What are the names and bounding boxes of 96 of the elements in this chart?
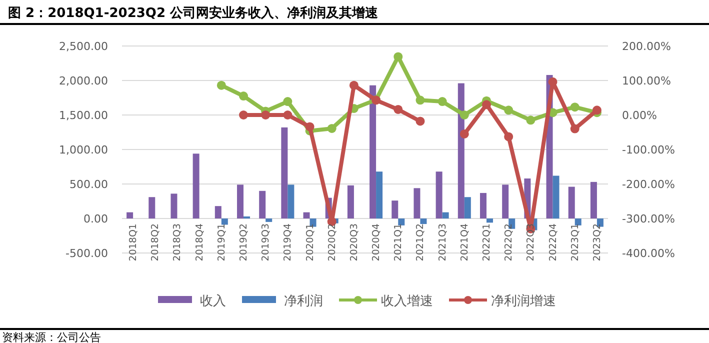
point — [283, 97, 292, 106]
x-tick-label: 2018Q3 — [172, 224, 184, 262]
bar — [266, 218, 272, 222]
bar — [436, 172, 442, 218]
bar — [281, 127, 288, 218]
bar — [442, 212, 449, 218]
bar — [590, 182, 597, 218]
x-tick-label: 2020Q2 — [326, 224, 338, 262]
bar — [376, 172, 383, 218]
bar — [370, 85, 376, 218]
y2-tick-label: -400.00% — [622, 247, 675, 260]
x-tick-label: 2023Q1 — [570, 224, 581, 262]
x-tick-label: 2018Q1 — [128, 224, 140, 262]
point — [216, 80, 226, 90]
x-tick-label: 2021Q2 — [415, 224, 426, 262]
y-tick-label: 0.00 — [84, 212, 108, 226]
point — [349, 80, 358, 90]
bar — [126, 212, 134, 218]
bar — [237, 184, 244, 218]
x-tick-label: 2022Q1 — [482, 224, 492, 262]
bar — [502, 184, 509, 218]
x-tick-label: 2022Q2 — [504, 224, 515, 262]
point — [394, 104, 403, 114]
x-tick-label: 2020Q4 — [371, 224, 382, 262]
chart-title: 图 2：2018Q1-2023Q2 公司网安业务收入、净利润及其增速 — [8, 5, 380, 21]
point — [460, 129, 469, 138]
x-tick-label: 2022Q4 — [548, 224, 559, 262]
point — [416, 96, 425, 105]
point — [261, 110, 270, 120]
y-tick-label: 1,000.00 — [59, 144, 108, 156]
x-tick-label: 2018Q2 — [150, 224, 162, 262]
bar — [574, 218, 582, 226]
x-tick-label: 2019Q2 — [238, 224, 250, 262]
point — [460, 110, 469, 120]
bar — [398, 218, 405, 226]
y2-tick-label: 100.00% — [622, 74, 671, 88]
point — [239, 110, 248, 120]
point — [570, 102, 580, 112]
y-tick-label: -500.00 — [66, 247, 108, 260]
x-tick-label: 2019Q3 — [260, 224, 272, 262]
bar — [414, 188, 420, 218]
y2-tick-label: 0.00% — [622, 109, 657, 122]
bar — [392, 200, 398, 218]
y2-tick-label: 200.00% — [622, 40, 671, 53]
point — [504, 132, 514, 142]
x-tick-label: 2018Q4 — [194, 224, 206, 262]
y-tick-label: 2,500.00 — [59, 40, 108, 53]
y-tick-label: 500.00 — [70, 178, 108, 191]
bar — [464, 197, 471, 218]
y2-tick-label: -200.00% — [622, 178, 675, 191]
point — [526, 116, 536, 125]
x-tick-label: 2019Q1 — [216, 224, 228, 262]
bar — [192, 154, 200, 218]
point — [548, 77, 558, 86]
legend-label: 收入增速 — [381, 294, 433, 309]
point — [239, 92, 248, 101]
bar — [303, 212, 310, 218]
legend-label: 净利润增速 — [491, 294, 556, 309]
x-tick-label: 2023Q2 — [592, 224, 603, 262]
point — [305, 122, 314, 132]
legend-label: 收入 — [200, 294, 226, 309]
point — [394, 52, 403, 62]
bar — [288, 184, 294, 218]
bar — [221, 218, 228, 225]
bar — [347, 185, 354, 218]
legend-label: 净利润 — [284, 294, 323, 309]
bar — [486, 218, 493, 223]
x-tick-label: 2022Q3 — [526, 224, 537, 262]
x-tick-label: 2019Q4 — [282, 224, 294, 262]
bar — [214, 206, 222, 218]
x-tick-label: 2020Q1 — [304, 224, 316, 262]
x-tick-label: 2021Q3 — [437, 224, 448, 262]
y-tick-label: 2,000.00 — [59, 74, 108, 88]
bar — [568, 186, 575, 218]
point — [283, 110, 292, 120]
bar — [148, 197, 156, 218]
point — [438, 97, 447, 106]
bar — [170, 194, 178, 218]
point — [416, 116, 425, 126]
text: 资料来源：公司公告 — [2, 331, 101, 343]
bar — [259, 190, 266, 218]
point — [327, 124, 336, 133]
bar — [420, 218, 427, 224]
x-tick-label: 2021Q4 — [459, 224, 470, 262]
x-tick-label: 2020Q3 — [348, 224, 360, 262]
point — [482, 100, 491, 110]
y-tick-label: 1,500.00 — [59, 109, 108, 122]
bar — [480, 192, 486, 218]
point — [570, 124, 580, 134]
y2-tick-label: -100.00% — [622, 144, 675, 156]
bar — [552, 176, 560, 218]
x-tick-label: 2021Q1 — [393, 224, 404, 262]
point — [592, 106, 602, 115]
y2-tick-label: -300.00% — [622, 212, 675, 226]
point — [504, 106, 514, 115]
bar — [458, 83, 464, 218]
